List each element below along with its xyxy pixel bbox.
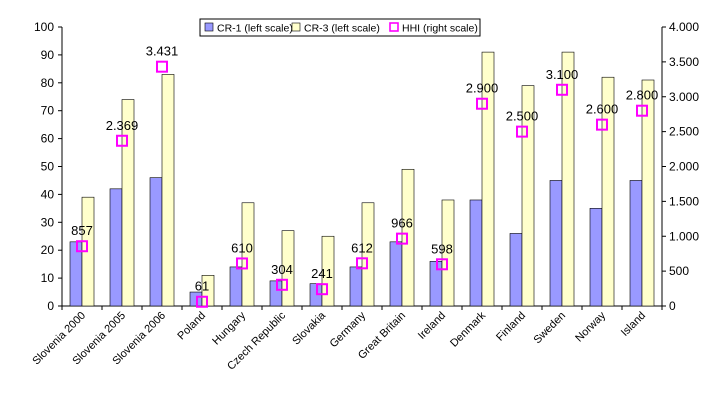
bar-cr1	[149, 177, 163, 307]
legend-swatch-2	[291, 22, 301, 32]
hhi-data-label: 2.500	[506, 109, 539, 124]
x-tick-label: Finland	[494, 310, 528, 344]
hhi-marker	[356, 257, 368, 270]
legend: CR-1 (left scale) CR-3 (left scale) HHI (r…	[199, 18, 481, 37]
bar-cr3	[521, 85, 535, 307]
x-tick-label: Slovakia	[290, 309, 329, 348]
x-tick-label: Denmark	[448, 309, 488, 349]
data-labels: 857 2.369 3.431 61 610 304 241 612 966 598 2.900 2.…	[71, 44, 658, 294]
bar-cr3	[161, 74, 175, 307]
y-tick-label-right: 3.500	[669, 55, 699, 69]
bar-cr1	[549, 180, 563, 307]
legend-swatch-3	[389, 22, 399, 32]
bar-cr3	[641, 79, 655, 307]
x-tick-label: Poland	[175, 310, 208, 343]
legend-box	[199, 18, 481, 37]
hhi-marker	[196, 295, 208, 308]
bar-cr1	[509, 233, 523, 307]
bar-cr1	[109, 188, 123, 307]
x-tick-label: Sweden	[532, 310, 569, 347]
hhi-marker	[276, 278, 288, 291]
bar-cr3	[361, 202, 375, 307]
hhi-data-label: 612	[351, 240, 373, 255]
y-tick-label-right: 2.500	[669, 125, 699, 139]
hhi-data-label: 2.600	[586, 102, 619, 117]
x-tick-label: Germany	[328, 309, 369, 350]
bars	[69, 51, 655, 307]
hhi-data-label: 2.800	[626, 88, 659, 103]
hhi-data-label: 598	[431, 241, 453, 256]
hhi-marker	[76, 240, 88, 253]
y-tick-label-right: 1.500	[669, 194, 699, 208]
y-tick-label-left: 10	[41, 271, 55, 285]
bar-cr3	[441, 199, 455, 307]
hhi-data-label: 3.100	[546, 67, 579, 82]
hhi-marker	[396, 232, 408, 245]
bar-cr1	[629, 180, 643, 307]
bar-cr3	[121, 99, 135, 307]
hhi-data-label: 610	[231, 240, 253, 255]
bar-cr1	[389, 241, 403, 307]
legend-label-3: HHI (right scale)	[402, 23, 478, 35]
x-tick-label: Island	[619, 310, 648, 339]
hhi-marker	[316, 283, 328, 296]
hhi-data-label: 61	[195, 279, 209, 294]
x-tick-label: Ireland	[416, 310, 448, 342]
bar-cr3	[481, 51, 495, 307]
y-tick-label-right: 3.000	[669, 90, 699, 104]
y-tick-label-right: 0	[669, 299, 676, 313]
bar-cr3	[321, 235, 335, 307]
y-tick-label-right: 4.000	[669, 20, 699, 34]
y-tick-label-left: 30	[41, 215, 55, 229]
hhi-data-label: 2.900	[466, 81, 499, 96]
hhi-marker	[236, 257, 248, 270]
x-tick-label: Hungary	[210, 309, 248, 347]
hhi-markers	[76, 60, 648, 308]
y-tick-label-left: 40	[41, 187, 55, 201]
hhi-marker	[596, 118, 608, 131]
y-tick-label-left: 70	[41, 104, 55, 118]
bar-cr1	[349, 266, 363, 307]
hhi-data-label: 304	[271, 262, 293, 277]
y-tick-label-left: 100	[34, 20, 54, 34]
y-tick-label-right: 1.000	[669, 229, 699, 243]
hhi-marker	[116, 134, 128, 147]
bar-cr1	[589, 208, 603, 307]
bar-cr3	[281, 230, 295, 307]
hhi-marker	[156, 60, 168, 73]
y-tick-label-right: 500	[669, 264, 689, 278]
y-tick-label-right: 2.000	[669, 160, 699, 174]
hhi-marker	[516, 125, 528, 138]
legend-label-1: CR-1 (left scale)	[217, 23, 293, 35]
y-tick-label-left: 90	[41, 48, 55, 62]
y-tick-label-left: 60	[41, 132, 55, 146]
legend-swatch-1	[204, 22, 214, 32]
legend-label-2: CR-3 (left scale)	[304, 23, 380, 35]
y-tick-label-left: 0	[47, 299, 54, 313]
y-tick-label-left: 20	[41, 243, 55, 257]
hhi-data-label: 3.431	[146, 44, 179, 59]
bar-cr3	[601, 76, 615, 307]
hhi-marker	[476, 97, 488, 110]
hhi-data-label: 966	[391, 216, 413, 231]
bar-cr1	[229, 266, 243, 307]
hhi-marker	[556, 83, 568, 96]
hhi-data-label: 2.369	[106, 118, 139, 133]
hhi-data-label: 857	[71, 223, 93, 238]
bar-cr1	[469, 199, 483, 307]
x-tick-label: Norway	[573, 309, 608, 344]
bar-cr3	[241, 202, 255, 307]
hhi-marker	[636, 104, 648, 117]
hhi-data-label: 241	[311, 266, 333, 281]
bar-cr3	[561, 51, 575, 307]
y-tick-label-left: 80	[41, 76, 55, 90]
hhi-marker	[436, 258, 448, 271]
y-tick-label-left: 50	[41, 160, 55, 174]
